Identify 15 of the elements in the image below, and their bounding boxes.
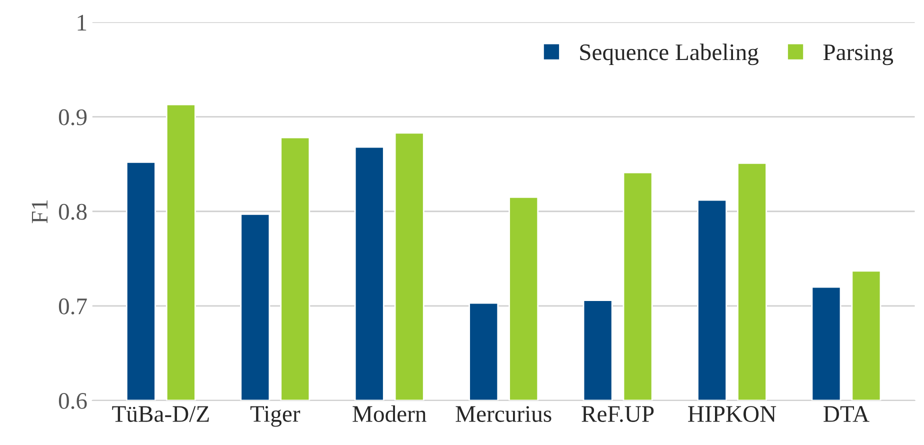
x-tick-label: HIPKON — [688, 406, 776, 422]
y-tick-label: 0.6 — [58, 392, 87, 410]
y-tick-label: 0.7 — [58, 298, 87, 314]
y-tick-label: 1 — [78, 14, 86, 30]
x-tick-label: Modern — [352, 405, 426, 422]
legend-label: Sequence Labeling — [580, 44, 758, 66]
x-tick-label: ReF.UP — [582, 406, 654, 422]
x-tick-label: Tiger — [250, 406, 300, 427]
y-tick-label: 0.8 — [58, 204, 87, 220]
y-tick-label: 0.9 — [58, 109, 87, 126]
x-tick-label: Mercurius — [456, 406, 552, 422]
x-tick-label: TüBa-D/Z — [112, 406, 209, 422]
y-axis-title: F1 — [32, 200, 48, 224]
x-tick-label: DTA — [824, 406, 870, 422]
legend-label: Parsing — [823, 44, 894, 66]
